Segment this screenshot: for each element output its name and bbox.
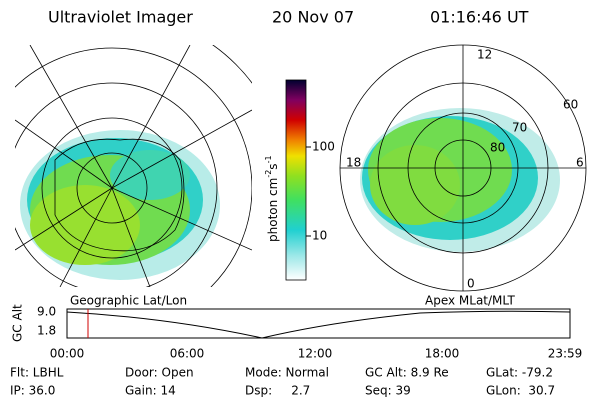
colorbar-tick-label: 100 [312,140,335,154]
y-tick-label: 9.0 [37,305,56,319]
mlat-label: 80 [490,141,505,155]
geographic-image [15,45,252,287]
status-field: Gain: 14 [125,384,176,398]
colorbar-label: photon cm-2s-1 [264,155,280,242]
time: 01:16:46 UT [430,8,529,27]
colorbar [285,79,307,281]
plot-frame [66,308,571,339]
y-label: GC Alt [11,304,25,342]
mlt-label: 18 [346,156,361,170]
polar-image [360,108,560,252]
y-tick-label: 1.8 [37,324,56,338]
instrument: Ultraviolet Imager [48,8,193,27]
colorbar-tick-label: 10 [312,229,327,243]
status-field: IP: 36.0 [10,384,55,398]
status-field: Mode: Normal [245,366,329,380]
plot-title: Geographic Lat/Lon [70,294,187,308]
mlt-label: 12 [477,48,492,62]
status-field: Dsp: 2.7 [245,384,310,398]
date: 20 Nov 07 [272,8,354,27]
x-tick-label: 12:00 [298,347,333,361]
unit: photon cm [266,178,280,242]
exponent: -2 [264,170,273,178]
mlt-label: 6 [576,156,584,170]
status-field: GLon: 30.7 [486,384,555,398]
status-field: GLat: -79.2 [486,366,553,380]
plot-title: Apex MLat/MLT [425,294,515,308]
mlat-label: 70 [512,121,527,135]
x-tick-label: 18:00 [425,347,460,361]
footer: Flt: LBHL Door: Open Mode: Normal GC Alt: 8… [10,366,555,398]
altitude-curve [66,310,571,339]
polar-grid [339,44,587,292]
status-field: GC Alt: 8.9 Re [365,366,449,380]
status-field: Flt: LBHL [10,366,64,380]
exponent: -1 [264,155,273,163]
x-tick-label: 23:59 [548,347,583,361]
mlt-label: 0 [467,277,475,291]
status-field: Door: Open [125,366,194,380]
x-tick-label: 06:00 [170,347,205,361]
status-field: Seq: 39 [365,384,411,398]
x-tick-label: 00:00 [50,347,85,361]
mlat-label: 60 [563,98,578,112]
unit: s [266,163,280,169]
